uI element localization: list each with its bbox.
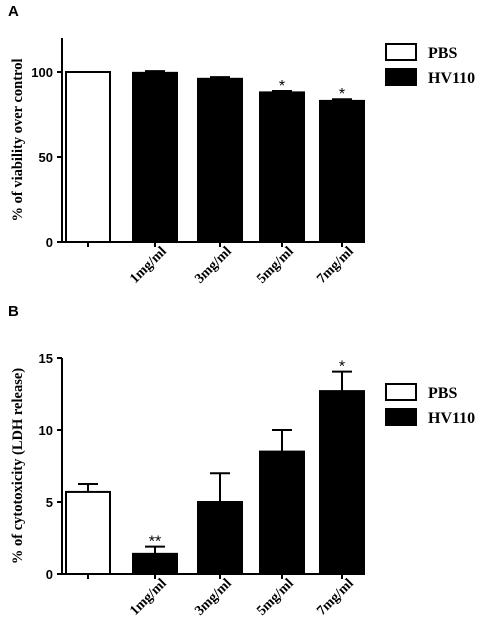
bar-hv110 (259, 91, 305, 244)
legend-label: HV110 (428, 410, 475, 427)
y-axis-title: % of viability over control (10, 59, 26, 222)
chart-panel-a: A 0 50 100 % of viability over control 1mg/ml… (8, 3, 475, 287)
y-tick-label: 0 (46, 235, 53, 250)
y-tick-label: 50 (39, 150, 53, 165)
significance-label: ** (149, 534, 161, 551)
legend-label: PBS (428, 385, 457, 402)
significance-label: * (279, 78, 285, 95)
legend-label: HV110 (428, 70, 475, 87)
x-category-label: 5mg/ml (254, 244, 297, 287)
x-category-label: 5mg/ml (254, 576, 297, 619)
bar-hv110 (259, 450, 305, 576)
x-category-label: 1mg/ml (127, 244, 170, 287)
bar-hv110 (319, 390, 365, 575)
x-category-label: 3mg/ml (192, 576, 235, 619)
y-tick-label: 0 (46, 567, 53, 582)
y-tick-label: 10 (39, 423, 53, 438)
bar-hv110 (197, 501, 243, 575)
bar-hv110 (319, 99, 365, 244)
y-tick-label: 100 (31, 65, 53, 80)
y-tick-label: 15 (39, 351, 53, 366)
x-category-label: 3mg/ml (192, 244, 235, 287)
bar-hv110 (132, 71, 178, 243)
legend-label: PBS (428, 45, 457, 62)
legend-swatch (385, 383, 417, 401)
x-category-label: 1mg/ml (127, 576, 170, 619)
panel-letter: A (8, 3, 19, 20)
legend-swatch (385, 43, 417, 61)
y-tick-label: 5 (46, 495, 53, 510)
bar-hv110 (197, 77, 243, 243)
significance-label: * (339, 86, 345, 103)
bar-pbs (65, 71, 111, 243)
legend-swatch (385, 68, 417, 86)
legend-swatch (385, 408, 417, 426)
panel-letter: B (8, 303, 19, 320)
significance-label: * (339, 359, 345, 376)
y-axis-title: % of cytotoxicity (LDH release) (10, 368, 26, 564)
bar-hv110 (132, 552, 178, 576)
x-category-label: 7mg/ml (314, 244, 357, 287)
bar-pbs (65, 490, 111, 576)
x-category-label: 7mg/ml (314, 576, 357, 619)
